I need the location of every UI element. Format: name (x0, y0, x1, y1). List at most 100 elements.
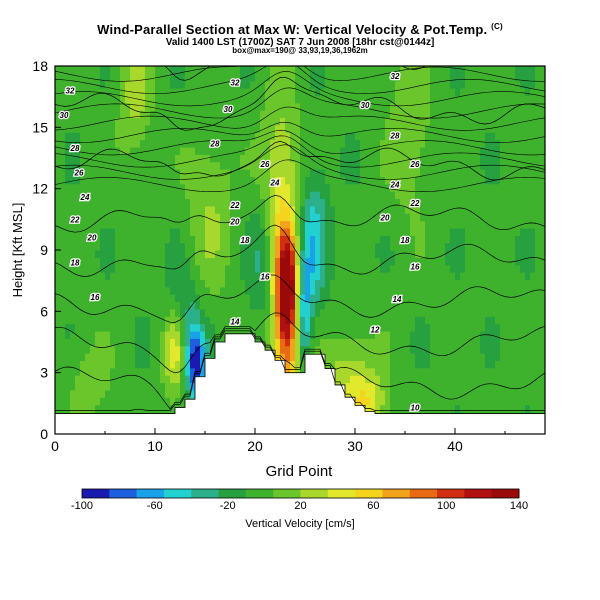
velocity-cell (480, 191, 486, 200)
velocity-cell (320, 95, 326, 104)
velocity-cell (115, 132, 121, 141)
velocity-cell (295, 117, 301, 126)
velocity-cell (405, 235, 411, 244)
velocity-cell (370, 367, 376, 376)
velocity-cell (390, 301, 396, 310)
velocity-cell (495, 389, 501, 398)
velocity-cell (55, 345, 61, 354)
velocity-cell (310, 183, 316, 192)
velocity-cell (230, 213, 236, 222)
velocity-cell (305, 257, 311, 266)
velocity-cell (385, 389, 391, 398)
velocity-cell (185, 257, 191, 266)
velocity-cell (345, 301, 351, 310)
velocity-cell (210, 146, 216, 155)
velocity-cell (270, 330, 276, 339)
velocity-cell (345, 338, 351, 347)
velocity-cell (330, 286, 336, 295)
velocity-cell (380, 264, 386, 273)
velocity-cell (430, 154, 436, 163)
velocity-cell (170, 345, 176, 354)
velocity-cell (445, 308, 451, 317)
velocity-cell (425, 176, 431, 185)
velocity-cell (515, 257, 521, 266)
velocity-cell (285, 102, 291, 111)
velocity-cell (260, 154, 266, 163)
velocity-cell (145, 345, 151, 354)
velocity-cell (495, 242, 501, 251)
velocity-cell (345, 220, 351, 229)
velocity-cell (160, 308, 166, 317)
velocity-cell (375, 286, 381, 295)
velocity-cell (265, 330, 271, 339)
velocity-cell (425, 88, 431, 97)
velocity-cell (65, 360, 71, 369)
velocity-cell (490, 95, 496, 104)
velocity-cell (510, 375, 516, 384)
velocity-cell (160, 132, 166, 141)
velocity-cell (90, 146, 96, 155)
velocity-cell (470, 330, 476, 339)
velocity-cell (515, 250, 521, 258)
velocity-cell (415, 404, 421, 413)
velocity-cell (235, 176, 241, 185)
velocity-cell (295, 66, 301, 74)
velocity-cell (385, 132, 391, 141)
velocity-cell (225, 88, 231, 97)
velocity-cell (330, 301, 336, 310)
velocity-cell (490, 330, 496, 339)
velocity-cell (105, 367, 111, 376)
velocity-cell (385, 183, 391, 192)
velocity-cell (275, 169, 281, 177)
velocity-cell (460, 301, 466, 310)
velocity-cell (465, 124, 471, 133)
velocity-cell (480, 66, 486, 74)
velocity-cell (340, 286, 346, 295)
velocity-cell (180, 279, 186, 288)
velocity-cell (315, 294, 321, 303)
velocity-cell (320, 198, 326, 207)
velocity-cell (350, 169, 356, 177)
velocity-cell (200, 132, 206, 141)
velocity-cell (280, 345, 286, 354)
velocity-cell (480, 124, 486, 133)
velocity-cell (395, 397, 401, 406)
velocity-cell (225, 132, 231, 141)
velocity-cell (415, 264, 421, 273)
velocity-cell (450, 227, 456, 236)
velocity-cell (55, 338, 61, 347)
velocity-cell (485, 382, 491, 391)
velocity-cell (225, 117, 231, 126)
velocity-cell (315, 198, 321, 207)
velocity-cell (140, 301, 146, 310)
velocity-cell (425, 286, 431, 295)
velocity-cell (170, 154, 176, 163)
velocity-cell (65, 191, 71, 200)
velocity-cell (420, 95, 426, 104)
velocity-cell (125, 110, 131, 119)
velocity-cell (525, 227, 531, 236)
velocity-cell (220, 191, 226, 200)
velocity-cell (130, 360, 136, 369)
velocity-cell (460, 338, 466, 347)
velocity-cell (445, 66, 451, 74)
velocity-cell (60, 191, 66, 200)
velocity-cell (455, 294, 461, 303)
velocity-cell (350, 139, 356, 148)
velocity-cell (360, 102, 366, 111)
velocity-cell (210, 323, 216, 332)
velocity-cell (535, 279, 541, 288)
velocity-cell (320, 117, 326, 126)
velocity-cell (140, 250, 146, 258)
velocity-cell (135, 389, 141, 398)
velocity-cell (420, 367, 426, 376)
velocity-cell (480, 367, 486, 376)
velocity-cell (180, 117, 186, 126)
velocity-cell (290, 213, 296, 222)
velocity-cell (195, 220, 201, 229)
velocity-cell (455, 279, 461, 288)
velocity-cell (150, 264, 156, 273)
velocity-cell (205, 250, 211, 258)
velocity-cell (225, 110, 231, 119)
velocity-cell (190, 257, 196, 266)
